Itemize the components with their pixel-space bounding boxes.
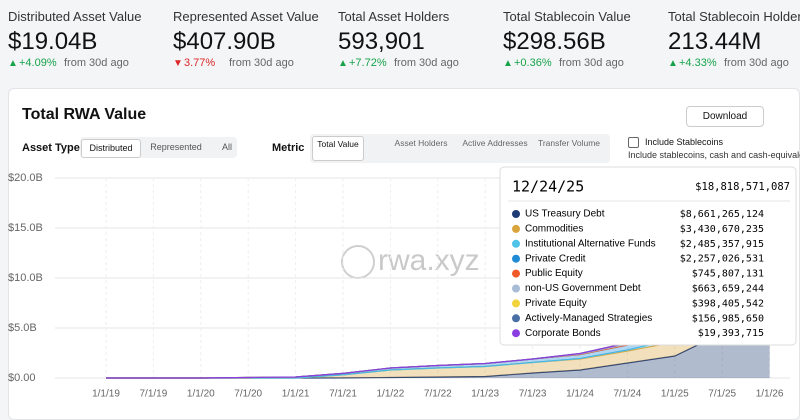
x-tick-label: 1/1/20 <box>187 389 215 400</box>
change-arrow: ▲ <box>503 58 513 69</box>
y-tick-label: $10.0B <box>8 272 43 284</box>
tooltip-value: $663,659,244 <box>692 284 764 295</box>
stat-change: +7.72% <box>349 57 387 69</box>
x-tick-label: 1/1/22 <box>376 389 404 400</box>
change-arrow: ▲ <box>668 58 678 69</box>
legend-dot <box>512 314 520 323</box>
legend-label: Institutional Alternative Funds <box>525 238 656 249</box>
tooltip-value: $8,661,265,124 <box>680 209 764 220</box>
x-tick-label: 7/1/24 <box>613 389 641 400</box>
stat-label: Total Asset Holders <box>338 9 450 24</box>
x-tick-label: 1/1/23 <box>471 389 499 400</box>
y-tick-label: $20.0B <box>8 172 43 184</box>
tooltip-value: $2,485,357,915 <box>680 239 764 250</box>
x-tick-label: 1/1/25 <box>661 389 689 400</box>
x-tick-label: 7/1/19 <box>139 389 167 400</box>
legend-dot <box>512 284 520 293</box>
stat-label: Represented Asset Value <box>173 9 319 24</box>
stat-period: from 30d ago <box>394 57 459 69</box>
asset-type-option[interactable]: All <box>221 142 232 152</box>
legend-label: Private Credit <box>525 253 586 264</box>
stat-value: 213.44M <box>668 28 762 55</box>
legend-dot <box>512 329 520 338</box>
stat-period: from 30d ago <box>229 57 294 69</box>
y-tick-label: $0.00 <box>8 372 36 384</box>
tooltip-value: $745,807,131 <box>692 269 764 280</box>
y-tick-label: $5.0B <box>8 322 37 334</box>
watermark-logo <box>341 245 375 279</box>
legend-dot <box>512 254 520 263</box>
change-arrow: ▲ <box>8 58 18 69</box>
tooltip-value: $2,257,026,531 <box>680 254 764 265</box>
change-arrow: ▼ <box>173 58 183 69</box>
legend-dot <box>512 239 520 248</box>
tooltip-total: $18,818,571,087 <box>695 181 790 193</box>
y-tick-label: $15.0B <box>8 222 43 234</box>
legend-label: Public Equity <box>525 268 583 279</box>
tooltip-value: $398,405,542 <box>692 298 764 309</box>
asset-type-option[interactable]: Represented <box>150 142 202 152</box>
legend-label: Corporate Bonds <box>525 328 601 339</box>
legend-dot <box>512 210 520 218</box>
metric-option[interactable]: Total Value <box>312 136 364 161</box>
x-tick-label: 7/1/23 <box>519 389 547 400</box>
stat-change: +0.36% <box>514 57 552 69</box>
stat-period: from 30d ago <box>64 57 129 69</box>
tooltip-box <box>499 166 797 346</box>
stat-value: $298.56B <box>503 28 606 55</box>
stat-value: $19.04B <box>8 28 98 55</box>
metric-option[interactable]: Active Addresses <box>462 138 528 148</box>
stat-label: Total Stablecoin Value <box>503 9 631 24</box>
stat-change: +4.33% <box>679 57 717 69</box>
legend-label: Actively-Managed Strategies <box>525 313 652 324</box>
stat-value: $407.90B <box>173 28 276 55</box>
legend-dot <box>512 269 520 278</box>
tooltip-value: $3,430,670,235 <box>680 224 764 235</box>
stat-label: Total Stablecoin Holders <box>668 9 800 24</box>
tooltip-value: $19,393,715 <box>698 328 764 339</box>
area <box>106 291 770 378</box>
checkbox[interactable] <box>628 137 639 148</box>
legend-label: US Treasury Debt <box>525 209 605 220</box>
legend-label: Private Equity <box>525 298 587 309</box>
tooltip-date: 12/24/25 <box>512 178 584 196</box>
legend-dot <box>512 299 520 308</box>
legend-dot <box>512 224 520 233</box>
stat-value: 593,901 <box>338 28 425 55</box>
checkbox-note: Include stablecoins, cash and cash-equiv… <box>628 150 800 160</box>
stat-period: from 30d ago <box>724 57 789 69</box>
watermark: rwa.xyz <box>378 244 480 277</box>
metric-option[interactable]: Asset Holders <box>394 138 448 148</box>
x-tick-label: 1/1/24 <box>566 389 594 400</box>
stat-change: 3.77% <box>184 57 216 69</box>
checkbox-label: Include Stablecoins <box>645 137 724 147</box>
download-button[interactable]: Download <box>686 106 764 127</box>
tooltip: 12/24/25 $18,818,571,087 US Treasury Debt $… <box>499 166 797 346</box>
x-tick-label: 1/1/19 <box>92 389 120 400</box>
metric-option[interactable]: Transfer Volume <box>537 138 601 148</box>
asset-type-option[interactable]: Distributed <box>81 139 141 158</box>
x-tick-label: 7/1/21 <box>329 389 357 400</box>
x-tick-label: 7/1/22 <box>424 389 452 400</box>
x-tick-label: 7/1/20 <box>234 389 262 400</box>
x-tick-label: 1/1/21 <box>282 389 310 400</box>
x-tick-label: 7/1/25 <box>708 389 736 400</box>
stat-label: Distributed Asset Value <box>8 9 142 24</box>
stat-period: from 30d ago <box>559 57 624 69</box>
change-arrow: ▲ <box>338 58 348 69</box>
asset-type-label: Asset Type <box>22 142 80 154</box>
stat-change: +4.09% <box>19 57 57 69</box>
legend-label: Commodities <box>525 224 583 235</box>
x-tick-label: 1/1/26 <box>756 389 784 400</box>
panel-title: Total RWA Value <box>22 106 147 123</box>
tooltip-value: $156,985,650 <box>692 313 764 324</box>
legend-label: non-US Government Debt <box>525 283 641 294</box>
metric-label: Metric <box>272 142 305 154</box>
